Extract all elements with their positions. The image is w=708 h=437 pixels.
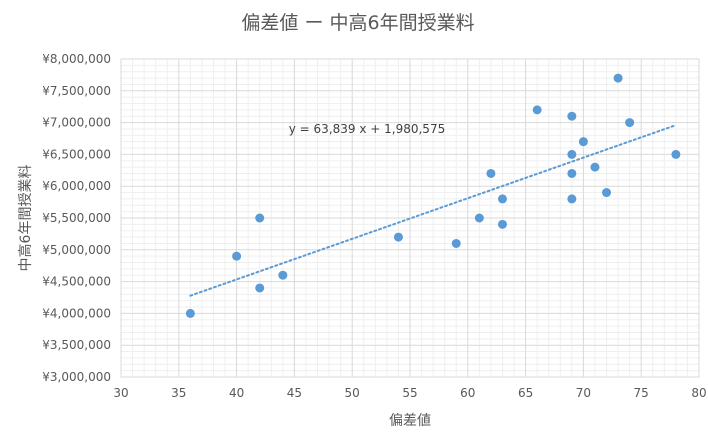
x-tick-label: 70 — [576, 386, 591, 400]
major-grid — [120, 58, 700, 378]
data-point — [474, 213, 484, 223]
data-point — [567, 149, 577, 159]
data-point — [255, 213, 265, 223]
x-tick-label: 50 — [345, 386, 360, 400]
x-tick-label: 65 — [518, 386, 533, 400]
data-point — [625, 118, 635, 128]
data-point — [497, 194, 507, 204]
y-axis-ticks: ¥3,000,000 ¥3,500,000 ¥4,000,000 ¥4,500,000… — [42, 52, 111, 384]
data-point — [486, 168, 496, 178]
data-point — [278, 270, 288, 280]
data-point — [578, 137, 588, 147]
data-point — [185, 308, 195, 318]
data-points — [185, 73, 681, 318]
data-point — [497, 219, 507, 229]
x-axis-ticks: 30 35 40 45 50 55 60 65 70 75 80 — [113, 386, 706, 400]
data-point — [567, 111, 577, 121]
data-point — [232, 251, 242, 261]
y-tick-label: ¥4,500,000 — [42, 275, 111, 289]
x-axis-title: 偏差値 — [389, 413, 431, 429]
y-tick-label: ¥7,500,000 — [42, 84, 111, 98]
chart-title: 偏差値 ー 中高6年間授業料 — [241, 12, 474, 34]
data-point — [590, 162, 600, 172]
data-point — [532, 105, 542, 115]
y-tick-label: ¥3,500,000 — [42, 338, 111, 352]
data-point — [567, 168, 577, 178]
trendline — [189, 124, 677, 297]
trendline-layer — [189, 124, 677, 297]
x-tick-label: 75 — [634, 386, 649, 400]
y-tick-label: ¥6,500,000 — [42, 147, 111, 161]
x-tick-label: 30 — [113, 386, 128, 400]
y-tick-label: ¥6,000,000 — [42, 179, 111, 193]
data-point — [255, 283, 265, 293]
y-tick-label: ¥8,000,000 — [42, 52, 111, 66]
x-tick-label: 35 — [171, 386, 186, 400]
y-tick-label: ¥3,000,000 — [42, 370, 111, 384]
x-tick-label: 60 — [460, 386, 475, 400]
data-point — [613, 73, 623, 83]
data-point — [567, 194, 577, 204]
y-tick-label: ¥4,000,000 — [42, 306, 111, 320]
x-tick-label: 40 — [229, 386, 244, 400]
x-tick-label: 45 — [287, 386, 302, 400]
y-tick-label: ¥5,500,000 — [42, 211, 111, 225]
y-tick-label: ¥7,000,000 — [42, 116, 111, 130]
y-axis-title: 中高6年間授業料 — [17, 165, 34, 272]
data-point — [671, 149, 681, 159]
x-tick-label: 55 — [402, 386, 417, 400]
data-point — [451, 238, 461, 248]
data-point — [393, 232, 403, 242]
x-tick-label: 80 — [691, 386, 706, 400]
y-tick-label: ¥5,000,000 — [42, 243, 111, 257]
trendline-equation: y = 63,839 x + 1,980,575 — [289, 122, 445, 136]
data-point — [602, 188, 612, 198]
